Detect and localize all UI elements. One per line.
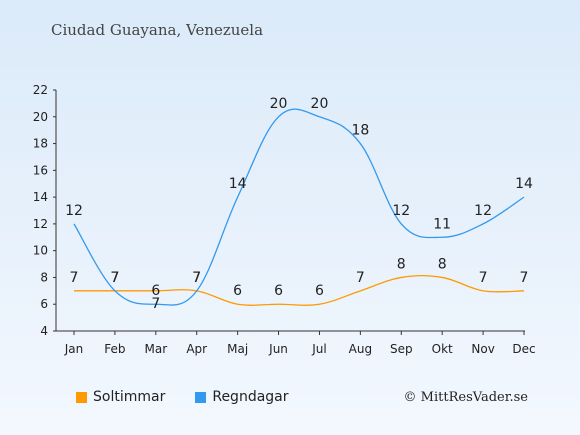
- y-tick-label-8: 8: [40, 270, 48, 284]
- y-tick-label-16: 16: [33, 163, 48, 177]
- data-label-soltimmar-maj: 6: [233, 283, 242, 299]
- data-label-soltimmar-jan: 7: [70, 270, 79, 286]
- data-label-regndagar-okt: 11: [433, 216, 451, 232]
- data-label-regndagar-jul: 20: [311, 96, 329, 112]
- legend-label-regndagar: Regndagar: [212, 389, 289, 405]
- x-tick-label-jun: Jun: [268, 342, 288, 356]
- y-tick-label-12: 12: [33, 217, 48, 231]
- y-tick-label-22: 22: [33, 83, 48, 97]
- data-label-soltimmar-apr: 7: [192, 270, 201, 286]
- legend: Soltimmar Regndagar: [76, 389, 319, 405]
- chart-title: Ciudad Guayana, Venezuela: [51, 21, 264, 39]
- x-tick-label-mar: Mar: [144, 342, 167, 356]
- x-tick-label-aug: Aug: [349, 342, 372, 356]
- data-label-soltimmar-feb: 7: [110, 270, 119, 286]
- x-tick-label-feb: Feb: [104, 342, 125, 356]
- y-tick-label-18: 18: [33, 137, 48, 151]
- legend-label-soltimmar: Soltimmar: [93, 389, 166, 405]
- data-label-regndagar-jan: 12: [65, 203, 83, 219]
- data-label-regndagar-jun: 20: [270, 96, 288, 112]
- y-tick-label-14: 14: [33, 190, 48, 204]
- legend-swatch-regndagar: [195, 391, 207, 403]
- legend-swatch-soltimmar: [76, 391, 87, 403]
- data-label-soltimmar-mar: 7: [151, 296, 160, 312]
- x-tick-label-dec: Dec: [512, 342, 535, 356]
- x-tick-label-jul: Jul: [311, 342, 326, 356]
- data-label-soltimmar-jul: 6: [315, 283, 324, 299]
- data-label-regndagar-feb: 7: [110, 270, 119, 286]
- series-line-regndagar: [73, 108, 525, 306]
- y-tick-label-6: 6: [40, 297, 48, 311]
- data-label-soltimmar-sep: 8: [397, 256, 406, 272]
- series-line-soltimmar: [74, 274, 525, 306]
- data-label-regndagar-apr: 7: [192, 270, 201, 286]
- data-label-regndagar-nov: 12: [474, 203, 492, 219]
- x-tick-label-okt: Okt: [432, 342, 453, 356]
- data-label-soltimmar-dec: 7: [520, 270, 529, 286]
- data-label-regndagar-aug: 18: [351, 123, 369, 139]
- y-tick-label-4: 4: [40, 324, 48, 338]
- legend-item-regndagar: Regndagar: [195, 389, 289, 405]
- x-tick-label-sep: Sep: [390, 342, 413, 356]
- y-tick-label-10: 10: [33, 244, 48, 258]
- x-tick-label-maj: Maj: [227, 342, 248, 356]
- data-label-soltimmar-jun: 6: [274, 283, 283, 299]
- data-label-soltimmar-okt: 8: [438, 256, 447, 272]
- legend-item-soltimmar: Soltimmar: [76, 389, 165, 405]
- y-tick-label-20: 20: [33, 110, 48, 124]
- copyright-text: © MittResVader.se: [403, 390, 528, 405]
- x-tick-label-apr: Apr: [186, 342, 207, 356]
- x-tick-label-nov: Nov: [471, 342, 494, 356]
- data-label-soltimmar-nov: 7: [479, 270, 488, 286]
- data-label-regndagar-maj: 14: [229, 176, 247, 192]
- data-label-regndagar-mar: 6: [151, 283, 160, 299]
- data-label-regndagar-sep: 12: [392, 203, 410, 219]
- data-label-soltimmar-aug: 7: [356, 270, 365, 286]
- data-label-regndagar-dec: 14: [515, 176, 533, 192]
- x-tick-label-jan: Jan: [64, 342, 84, 356]
